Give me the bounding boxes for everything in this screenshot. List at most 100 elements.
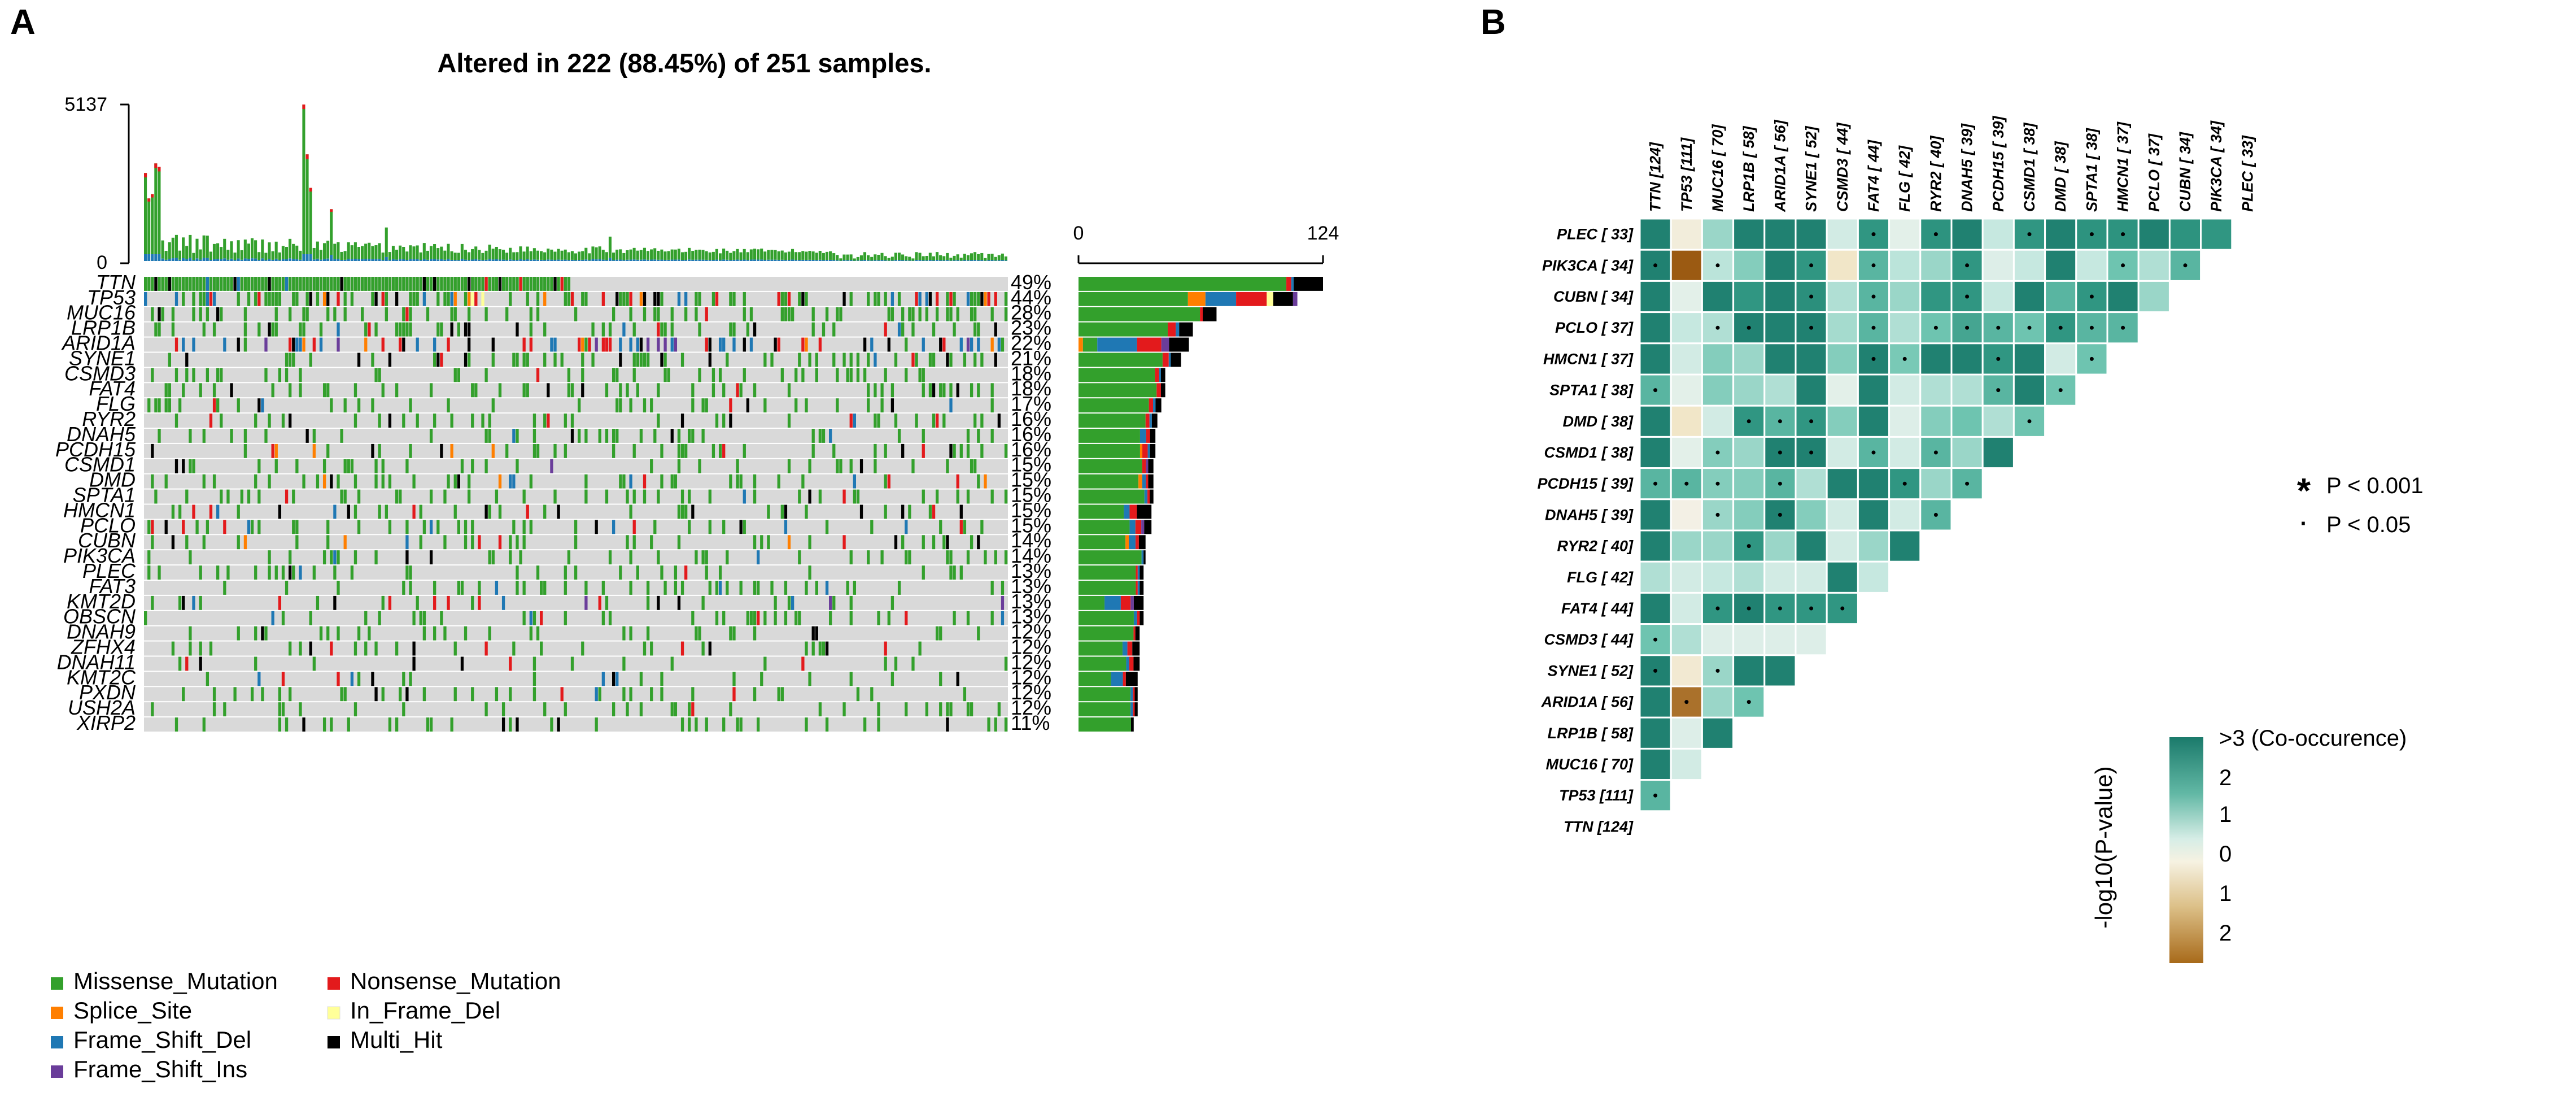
oncoprint-cell <box>299 702 302 717</box>
oncoprint-cell <box>553 337 557 352</box>
gene-bar-segment-missense <box>1079 520 1130 534</box>
oncoprint-cell <box>818 429 822 443</box>
heatmap-cell <box>1763 560 1797 594</box>
tmb-bar-segment <box>774 259 777 261</box>
heatmap-cell <box>2106 280 2140 314</box>
oncoprint-cell <box>312 443 316 458</box>
heatmap-cell <box>2200 217 2233 251</box>
heatmap-sig-dot <box>1996 388 2001 393</box>
heatmap-cell <box>1670 217 1703 251</box>
oncoprint-cell <box>312 565 316 580</box>
heatmap-cell <box>1670 560 1703 594</box>
tmb-bar-segment <box>811 259 815 261</box>
oncoprint-cell <box>457 322 460 337</box>
heatmap-sig-dot <box>2089 356 2094 361</box>
oncoprint-cell <box>966 611 970 625</box>
oncoprint-cell <box>164 520 168 534</box>
legend-swatch-nonsense <box>328 977 340 990</box>
oncoprint-row-bg <box>144 337 1008 352</box>
oncoprint-cell <box>274 277 278 291</box>
gene-label: PLEC <box>82 559 136 582</box>
oncoprint-cell <box>271 611 274 625</box>
gene-bar-segment-frame-shift-ins <box>1141 520 1145 534</box>
heatmap-sig-dot <box>1809 294 1814 299</box>
gene-bar-segment-missense <box>1079 368 1155 382</box>
oncoprint-cell <box>567 277 571 291</box>
heatmap-sig-dot <box>1747 700 1751 704</box>
oncoprint-cell <box>271 277 274 291</box>
oncoprint-cell <box>368 277 371 291</box>
oncoprint-cell <box>192 595 195 610</box>
oncoprint-cell <box>488 550 491 565</box>
oncoprint-cell <box>829 429 832 443</box>
oncoprint-cell <box>870 687 874 702</box>
oncoprint-cell <box>774 337 777 352</box>
oncoprint-cell <box>1004 489 1008 504</box>
tmb-bar-segment <box>612 260 615 261</box>
oncoprint-cell <box>467 277 471 291</box>
oncoprint-cell <box>333 550 337 565</box>
oncoprint-cell <box>939 702 942 717</box>
oncoprint-cell <box>578 429 581 443</box>
oncoprint-cell <box>801 291 805 306</box>
oncoprint-cell <box>340 489 343 504</box>
oncoprint-cell <box>780 291 784 306</box>
tmb-bar-segment <box>984 260 987 261</box>
oncoprint-cell <box>997 414 1001 428</box>
tmb-bar-segment <box>663 251 667 260</box>
heatmap-sig-dot <box>1933 325 1938 330</box>
heatmap-cell <box>1639 342 1672 376</box>
oncoprint-cell <box>481 291 484 306</box>
tmb-bar-segment <box>787 260 791 261</box>
tmb-bar-segment <box>312 247 316 260</box>
oncoprint-cell <box>749 337 753 352</box>
oncoprint-cell <box>890 398 894 413</box>
gene-percent: 18% <box>1011 362 1051 385</box>
oncoprint-cell <box>626 489 629 504</box>
heatmap-cell <box>1888 436 1922 469</box>
oncoprint-cell <box>429 383 433 398</box>
tmb-bar-segment <box>570 259 574 261</box>
oncoprint-cell <box>516 581 519 595</box>
oncoprint-cell <box>853 414 856 428</box>
oncoprint-cell <box>368 322 371 337</box>
oncoprint-cell <box>532 443 536 458</box>
oncoprint-cell <box>467 353 471 367</box>
tmb-bar-segment <box>829 251 832 260</box>
oncoprint-cell <box>729 322 732 337</box>
tmb-bar-segment <box>836 255 839 260</box>
oncoprint-cell <box>361 277 364 291</box>
oncoprint-cell <box>484 504 488 519</box>
gene-bar-segment-frame-shift-del <box>1130 687 1133 702</box>
oncoprint-row-bg <box>144 504 1008 519</box>
oncoprint-cell <box>612 429 615 443</box>
oncoprint-cell <box>605 595 609 610</box>
oncoprint-cell <box>405 277 409 291</box>
oncoprint-cell <box>894 353 898 367</box>
oncoprint-cell <box>536 291 540 306</box>
oncoprint-cell <box>433 581 436 595</box>
tmb-bar-segment <box>822 260 825 261</box>
heatmap-sig-dot <box>2089 232 2094 237</box>
oncoprint-cell <box>560 277 564 291</box>
oncoprint-cell <box>347 277 350 291</box>
oncoprint-cell <box>753 535 757 550</box>
oncoprint-cell <box>278 717 282 732</box>
gene-bar-segment-multi-hit <box>1133 656 1140 671</box>
oncoprint-cell <box>905 520 908 534</box>
oncoprint-cell <box>963 520 967 534</box>
oncoprint-cell <box>532 414 536 428</box>
oncoprint-cell <box>333 277 337 291</box>
oncoprint-cell <box>168 277 171 291</box>
oncoprint-cell <box>663 353 667 367</box>
tmb-bar-segment <box>629 259 632 261</box>
tmb-bar-segment <box>233 253 237 260</box>
oncoprint-cell <box>842 702 846 717</box>
oncoprint-cell <box>230 429 233 443</box>
oncoprint-cell <box>653 291 657 306</box>
oncoprint-cell <box>447 291 450 306</box>
tmb-bar-segment <box>853 260 856 261</box>
heatmap-cell <box>1826 373 1859 407</box>
sig-legend-star-symbol: * <box>2297 472 2311 511</box>
oncoprint-cell <box>292 489 295 504</box>
